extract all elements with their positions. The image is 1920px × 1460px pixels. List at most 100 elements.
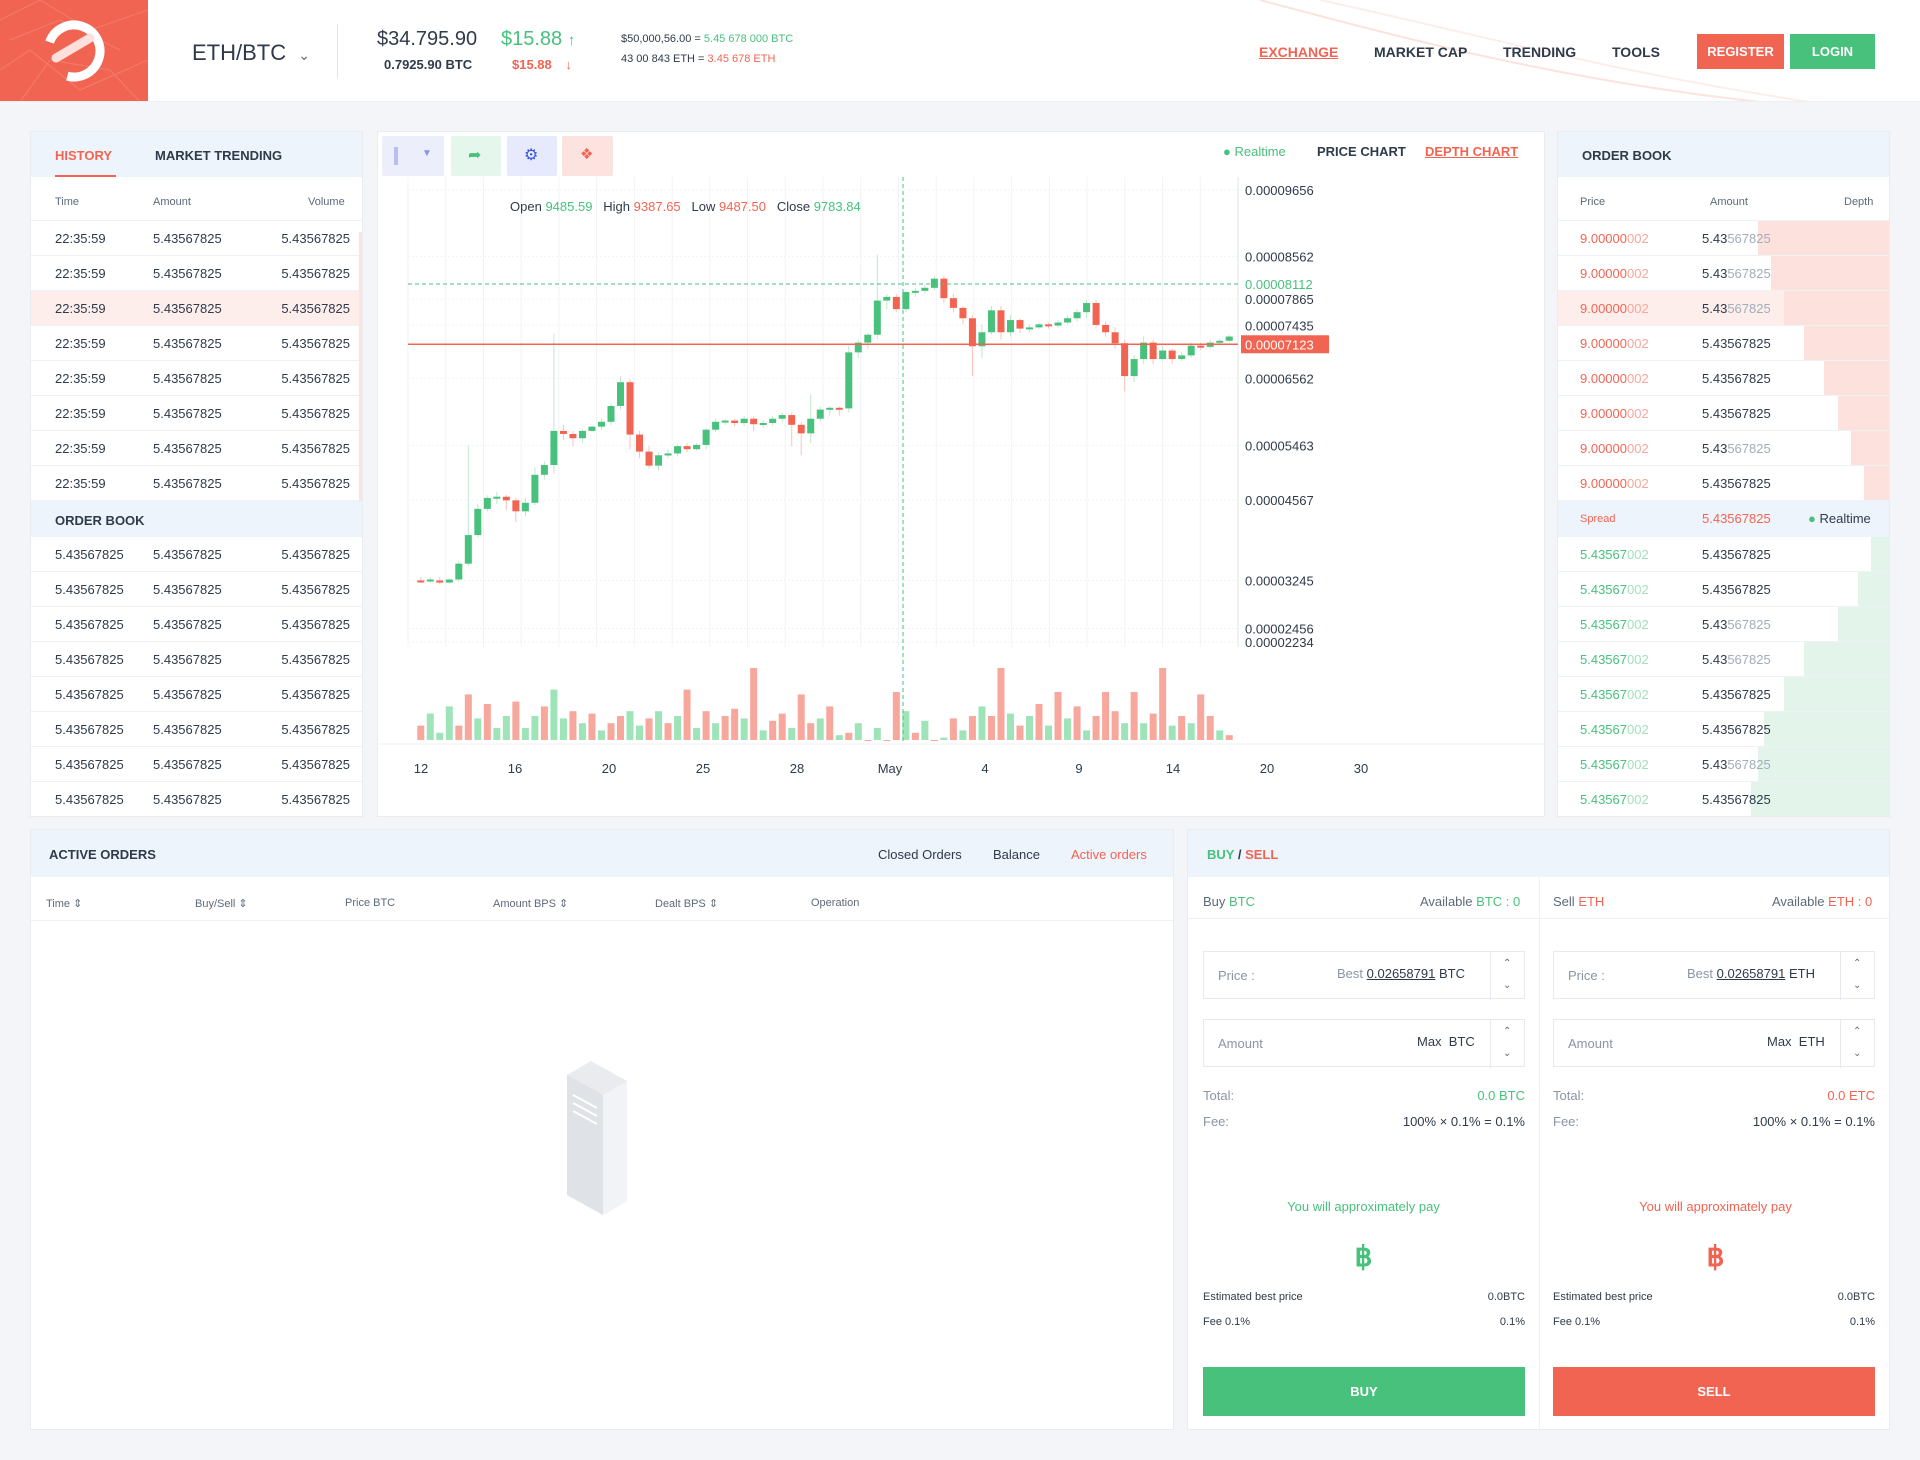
table-row[interactable]: 5.43567825 5.43567825 5.43567825 — [31, 607, 362, 642]
table-row[interactable]: 22:35:59 5.43567825 5.43567825 — [31, 466, 362, 501]
table-row[interactable]: 5.43567825 5.43567825 5.43567825 — [31, 677, 362, 712]
y-tick-label: 0.00009656 — [1245, 183, 1314, 198]
ask-row[interactable]: 9.00000002 5.43567825 — [1558, 221, 1889, 256]
bid-row[interactable]: 5.43567002 5.43567825 — [1558, 642, 1889, 677]
bid-row[interactable]: 5.43567002 5.43567825 — [1558, 782, 1889, 816]
table-row[interactable]: 5.43567825 5.43567825 5.43567825 — [31, 642, 362, 677]
volume-bar — [1178, 716, 1186, 740]
bid-row[interactable]: 5.43567002 5.43567825 — [1558, 747, 1889, 782]
bid-row[interactable]: 5.43567002 5.43567825 — [1558, 537, 1889, 572]
candle — [921, 287, 929, 291]
ask-row[interactable]: 9.00000002 5.43567825 — [1558, 466, 1889, 501]
tab-depth-chart[interactable]: DEPTH CHART — [1425, 144, 1519, 159]
top-header: ETH/BTC ⌄ $34.795.90 0.7925.90 BTC $15.8… — [0, 0, 1920, 102]
buy-price-field[interactable]: Price : Best 0.02658791 BTC ⌃ ⌄ — [1203, 951, 1525, 1000]
table-row[interactable]: 22:35:59 5.43567825 5.43567825 — [31, 221, 362, 256]
buy-amount-field[interactable]: Amount Max BTC ⌃ ⌄ — [1203, 1019, 1525, 1068]
price-stepper[interactable]: ⌃ ⌄ — [1840, 952, 1874, 1000]
ask-row[interactable]: 9.00000002 5.43567825 — [1558, 326, 1889, 361]
candle — [674, 446, 682, 454]
chart-type-button[interactable]: ▼ — [382, 136, 444, 176]
price-cell: 9.00000002 — [1580, 406, 1649, 421]
nav-exchange[interactable]: EXCHANGE — [1259, 44, 1339, 60]
sell-button[interactable]: SELL — [1553, 1367, 1875, 1416]
amount-cell: 5.43567825 — [1702, 301, 1771, 316]
ask-row[interactable]: 9.00000002 5.43567825 — [1558, 396, 1889, 431]
volume-bar — [1054, 692, 1062, 740]
ask-row[interactable]: 9.00000002 5.43567825 — [1558, 256, 1889, 291]
settings-button[interactable]: ⚙ — [507, 136, 557, 176]
total-label: Total: — [1203, 1088, 1235, 1103]
col-buy-sell[interactable]: Buy/Sell ⇕ — [195, 898, 248, 910]
brand-logo[interactable] — [0, 0, 148, 101]
fee-value: 100% × 0.1% = 0.1% — [1402, 1114, 1525, 1129]
table-cell: 5.43567825 — [55, 792, 124, 807]
history-panel: HISTORY MARKET TRENDING Time Amount Volu… — [30, 131, 363, 817]
table-row[interactable]: 22:35:59 5.43567825 5.43567825 — [31, 291, 362, 326]
est-value: 0.0BTC — [1487, 1291, 1525, 1303]
tab-market-trending[interactable]: MARKET TRENDING — [155, 148, 283, 163]
buy-button[interactable]: BUY — [1203, 1367, 1525, 1416]
tab-balance[interactable]: Balance — [993, 847, 1040, 862]
table-row[interactable]: 22:35:59 5.43567825 5.43567825 — [31, 361, 362, 396]
gear-icon: ⚙ — [524, 147, 539, 164]
nav-tools[interactable]: TOOLS — [1612, 44, 1660, 60]
table-row[interactable]: 22:35:59 5.43567825 5.43567825 — [31, 396, 362, 431]
table-row[interactable]: 22:35:59 5.43567825 5.43567825 — [31, 256, 362, 291]
volume-bar — [426, 713, 434, 740]
fullscreen-button[interactable]: ❖ — [562, 136, 613, 176]
y-tick-label: 0.00002456 — [1245, 621, 1314, 636]
volume-bar — [436, 732, 444, 740]
x-tick-label: 12 — [414, 761, 428, 776]
nav-market-cap[interactable]: MARKET CAP — [1374, 44, 1468, 60]
bid-row[interactable]: 5.43567002 5.43567825 — [1558, 607, 1889, 642]
tab-price-chart[interactable]: PRICE CHART — [1317, 144, 1406, 159]
orderbook-subtitle: ORDER BOOK — [55, 513, 145, 528]
price-stepper[interactable]: ⌃ ⌄ — [1490, 952, 1524, 1000]
bid-row[interactable]: 5.43567002 5.43567825 — [1558, 677, 1889, 712]
col-amount-bps[interactable]: Amount BPS ⇕ — [493, 898, 569, 910]
candle — [617, 382, 624, 406]
register-button[interactable]: REGISTER — [1697, 34, 1784, 69]
candle — [1092, 303, 1100, 325]
bid-row[interactable]: 5.43567002 5.43567825 — [1558, 572, 1889, 607]
ask-row[interactable]: 9.00000002 5.43567825 — [1558, 431, 1889, 466]
current-price-label: 0.00007123 — [1245, 337, 1314, 352]
nav-trending[interactable]: TRENDING — [1503, 44, 1577, 60]
ask-row[interactable]: 9.00000002 5.43567825 — [1558, 291, 1889, 326]
sell-price-field[interactable]: Price : Best 0.02658791 ETH ⌃ ⌄ — [1553, 951, 1875, 1000]
candle — [1111, 332, 1119, 344]
tab-history[interactable]: HISTORY — [55, 148, 113, 163]
amount-stepper[interactable]: ⌃ ⌄ — [1490, 1020, 1524, 1068]
table-row[interactable]: 5.43567825 5.43567825 5.43567825 — [31, 572, 362, 607]
table-row[interactable]: 5.43567825 5.43567825 5.43567825 — [31, 782, 362, 816]
col-dealt-bps[interactable]: Dealt BPS ⇕ — [655, 898, 719, 910]
ask-row[interactable]: 9.00000002 5.43567825 — [1558, 361, 1889, 396]
table-row[interactable]: 5.43567825 5.43567825 5.43567825 — [31, 712, 362, 747]
table-cell: 22:35:59 — [55, 266, 106, 281]
tab-active-orders[interactable]: Active orders — [1071, 847, 1147, 862]
login-button[interactable]: LOGIN — [1790, 34, 1875, 69]
table-row[interactable]: 5.43567825 5.43567825 5.43567825 — [31, 747, 362, 782]
col-time: Time — [55, 196, 80, 208]
candle — [559, 430, 567, 434]
table-row[interactable]: 22:35:59 5.43567825 5.43567825 — [31, 431, 362, 466]
share-button[interactable]: ➦ — [451, 136, 501, 176]
scrollbar[interactable] — [359, 232, 362, 504]
table-row[interactable]: 5.43567825 5.43567825 5.43567825 — [31, 537, 362, 572]
table-row[interactable]: 22:35:59 5.43567825 5.43567825 — [31, 326, 362, 361]
candlestick-chart[interactable]: 0.00009656 0.00008562 0.00007865 0.00007435… — [378, 132, 1545, 817]
volume-bar — [968, 716, 976, 740]
volume-bar — [636, 725, 644, 740]
volume-bar — [1111, 711, 1119, 740]
volume-bar — [1035, 704, 1043, 740]
col-time[interactable]: Time ⇕ — [46, 898, 83, 910]
amount-stepper[interactable]: ⌃ ⌄ — [1840, 1020, 1874, 1068]
pair-selector[interactable]: ETH/BTC ⌄ — [192, 40, 310, 66]
sell-amount-field[interactable]: Amount Max ETH ⌃ ⌄ — [1553, 1019, 1875, 1068]
amount-cell: 5.43567825 — [1702, 547, 1771, 562]
bid-row[interactable]: 5.43567002 5.43567825 — [1558, 712, 1889, 747]
table-cell: 5.43567825 — [153, 582, 222, 597]
tab-closed-orders[interactable]: Closed Orders — [878, 847, 962, 862]
table-cell: 5.43567825 — [55, 722, 124, 737]
